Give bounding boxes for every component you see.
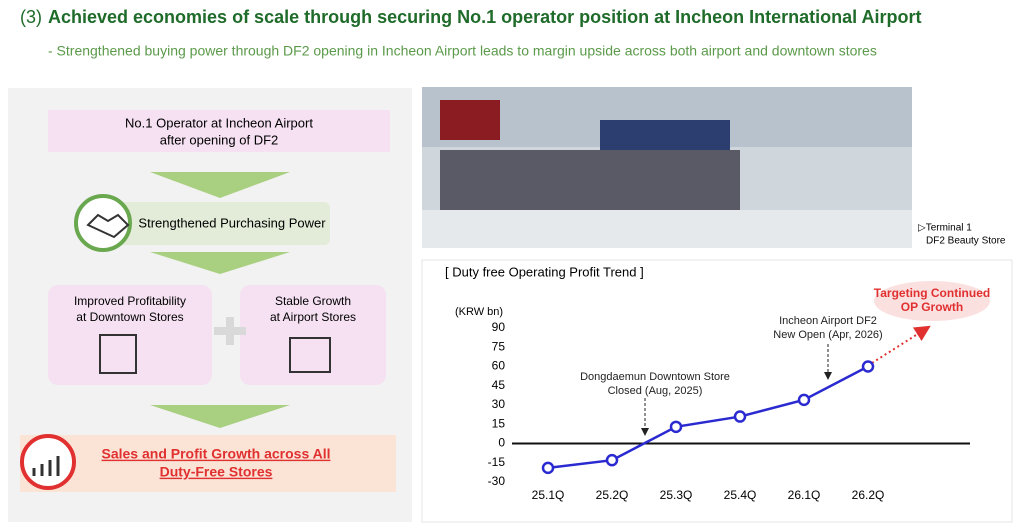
marker — [733, 410, 747, 423]
x-tick-label: 26.1Q — [788, 488, 821, 502]
y-tick-label: 30 — [492, 397, 506, 411]
annotation-arrow — [871, 325, 931, 364]
box-text: Stable Growth — [275, 294, 351, 308]
y-tick-label: 45 — [492, 378, 506, 392]
box-middle — [85, 202, 330, 245]
box-top — [48, 110, 390, 152]
icon-shape — [86, 213, 130, 239]
annotation: Incheon Airport DF2 — [779, 315, 877, 327]
annotation: Targeting Continued — [874, 286, 990, 300]
x-tick-label: 25.1Q — [532, 488, 565, 502]
marker — [541, 461, 555, 475]
marker — [605, 453, 619, 467]
annotation: OP Growth — [901, 300, 963, 314]
box-text: Sales and Profit Growth across All — [102, 446, 331, 462]
icon-airport — [289, 337, 331, 373]
icon-growth — [20, 434, 76, 490]
arrows — [150, 172, 290, 428]
annotation: New Open (Apr, 2026) — [773, 329, 882, 341]
x-tick-label: 26.2Q — [852, 488, 885, 502]
target-bubble — [874, 281, 990, 321]
box-text: at Downtown Stores — [76, 310, 183, 324]
box-bottom — [20, 435, 396, 492]
annotation: Closed (Aug, 2025) — [608, 385, 703, 397]
marker — [797, 393, 811, 407]
x-tick-label: 25.2Q — [596, 488, 629, 502]
photo-caption: ▷Terminal 1 — [918, 223, 972, 234]
store-photo — [422, 87, 912, 248]
box-text: Strengthened Purchasing Power — [138, 215, 326, 230]
y-tick-label: -15 — [488, 455, 506, 469]
chart-title: [ Duty free Operating Profit Trend ] — [445, 264, 644, 279]
x-tick-label: 25.3Q — [660, 488, 693, 502]
annotation: Dongdaemun Downtown Store — [580, 371, 730, 383]
marker — [861, 360, 875, 373]
plus — [214, 317, 246, 345]
slide-title: Achieved economies of scale through secu… — [48, 7, 921, 27]
icon-building — [99, 334, 137, 374]
x-tick-label: 25.4Q — [724, 488, 757, 502]
y-tick-label: 60 — [492, 359, 506, 373]
y-tick-label: -30 — [488, 474, 506, 488]
box-text: Duty-Free Stores — [160, 464, 273, 480]
y-tick-label: 75 — [492, 339, 506, 353]
slide-subtitle: - Strengthened buying power through DF2 … — [48, 43, 877, 59]
y-tick-label: 0 — [498, 436, 505, 450]
box-text: Improved Profitability — [74, 294, 186, 308]
photo-caption: DF2 Beauty Store — [926, 236, 1006, 247]
line — [547, 365, 869, 470]
marker — [669, 420, 683, 434]
y-axis-label: (KRW bn) — [455, 306, 503, 318]
box-right — [240, 285, 386, 385]
icon-handshake — [74, 194, 132, 252]
icon-shape — [32, 456, 60, 476]
y-tick-label: 15 — [492, 416, 506, 430]
box-text: No.1 Operator at Incheon Airport — [125, 115, 313, 130]
box-text: at Airport Stores — [270, 310, 356, 324]
box-text: after opening of DF2 — [160, 132, 279, 147]
y-tick-label: 90 — [492, 320, 506, 334]
section-number: (3) — [20, 7, 42, 27]
